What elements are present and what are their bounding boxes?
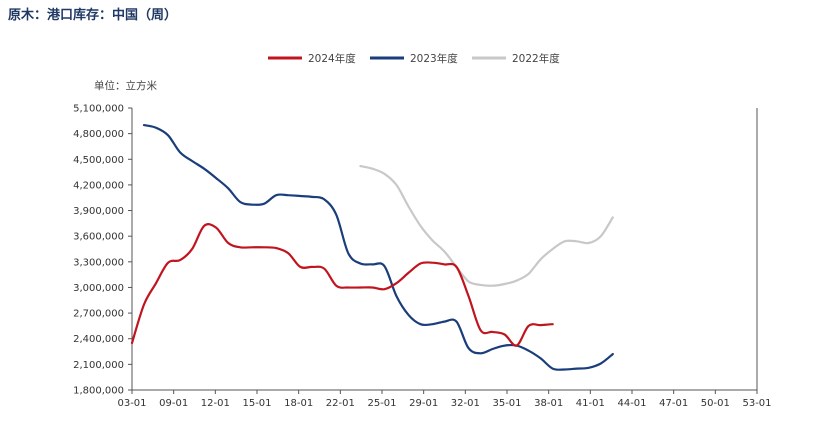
- series-line-1: [142, 124, 614, 371]
- x-tick-label: 41-01: [576, 398, 605, 409]
- legend-label-2: 2022年度: [512, 52, 560, 65]
- y-tick-label: 3,900,000: [73, 206, 124, 217]
- unit-label: 单位：立方米: [94, 79, 157, 92]
- x-tick-label: 29-01: [409, 398, 438, 409]
- y-tick-label: 3,300,000: [73, 257, 124, 268]
- y-tick-label: 2,700,000: [73, 309, 124, 320]
- x-tick-label: 50-01: [701, 398, 730, 409]
- x-tick-label: 53-01: [742, 398, 771, 409]
- y-tick-label: 3,000,000: [73, 283, 124, 294]
- x-tick-label: 22-01: [326, 398, 355, 409]
- y-tick-label: 4,200,000: [73, 180, 124, 191]
- x-tick-label: 03-01: [117, 398, 146, 409]
- x-tick-label: 32-01: [451, 398, 480, 409]
- x-tick-label: 18-01: [284, 398, 313, 409]
- x-tick-label: 38-01: [534, 398, 563, 409]
- chart-title: 原木：港口库存：中国（周）: [8, 8, 178, 23]
- y-tick-label: 2,100,000: [73, 360, 124, 371]
- y-tick-label: 4,800,000: [73, 129, 124, 140]
- x-tick-label: 09-01: [159, 398, 188, 409]
- x-tick-label: 44-01: [617, 398, 646, 409]
- x-tick-label: 25-01: [367, 398, 396, 409]
- y-tick-label: 4,500,000: [73, 155, 124, 166]
- legend-label-1: 2023年度: [410, 52, 458, 65]
- legend-label-0: 2024年度: [308, 52, 356, 65]
- y-tick-label: 1,800,000: [73, 386, 124, 397]
- x-tick-label: 12-01: [201, 398, 230, 409]
- y-tick-label: 2,400,000: [73, 334, 124, 345]
- x-tick-label: 35-01: [492, 398, 521, 409]
- series-line-0: [130, 223, 554, 347]
- y-tick-label: 3,600,000: [73, 232, 124, 243]
- series-line-2: [359, 165, 614, 287]
- y-tick-label: 5,100,000: [73, 104, 124, 115]
- x-tick-label: 47-01: [659, 398, 688, 409]
- x-tick-label: 15-01: [242, 398, 271, 409]
